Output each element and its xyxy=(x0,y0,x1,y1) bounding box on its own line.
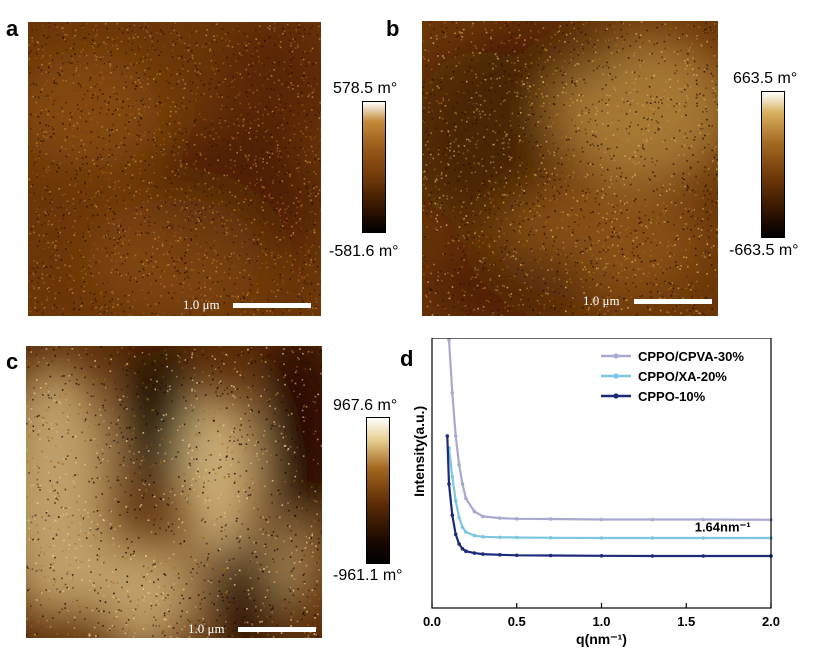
series-point-2-0 xyxy=(445,434,450,438)
series-point-0-6 xyxy=(472,509,477,514)
legend-label-1: CPPO/XA-20% xyxy=(638,369,727,384)
series-point-1-3 xyxy=(457,515,461,520)
colorbar-max-a: 578.5 m° xyxy=(333,80,398,97)
series-point-2-6 xyxy=(464,549,468,553)
series-point-1-8 xyxy=(498,535,502,540)
series-point-2-3 xyxy=(453,532,458,537)
series-point-0-2 xyxy=(453,434,458,438)
y-axis-label: Intensity(a.u.) xyxy=(411,406,427,497)
series-point-0-11 xyxy=(599,517,604,522)
panel-letter-c: c xyxy=(6,349,19,374)
series-point-2-2 xyxy=(450,513,455,517)
colorbar-max-b: 663.5 m° xyxy=(733,70,798,87)
series-point-1-9 xyxy=(515,535,519,540)
legend-marker-0 xyxy=(613,353,619,359)
series-point-1-12 xyxy=(650,536,655,540)
scalebar-c xyxy=(238,627,316,632)
afm-phase-image-c xyxy=(26,346,322,638)
colorbar-c xyxy=(366,417,390,564)
series-point-0-13 xyxy=(701,517,705,522)
series-point-0-4 xyxy=(460,482,465,486)
legend-marker-2 xyxy=(613,393,619,399)
saxs-chart: 0.0 0.5 1.0 1.5 2.0 q(nm⁻¹) Intensity(a.u.) … xyxy=(411,338,780,647)
series-point-0-7 xyxy=(481,514,485,519)
scalebar-label-a: 1.0 μm xyxy=(183,297,220,312)
colorbar-min-c: -961.1 m° xyxy=(333,567,403,584)
series-point-2-1 xyxy=(447,482,451,486)
peak-annotation: 1.64nm⁻¹ xyxy=(695,520,751,535)
afm-b-texture xyxy=(422,21,718,316)
series-point-0-8 xyxy=(498,516,502,520)
series-point-2-13 xyxy=(650,554,655,558)
x-tick-label-0: 0.0 xyxy=(423,614,441,629)
series-point-2-8 xyxy=(481,552,485,556)
series-point-0-0 xyxy=(447,338,451,342)
colorbar-a xyxy=(362,101,386,233)
series-line-0 xyxy=(447,339,772,521)
afm-a-texture xyxy=(28,22,321,316)
series-point-1-13 xyxy=(701,536,705,540)
legend-marker-1 xyxy=(613,373,619,379)
series-point-1-1 xyxy=(450,475,455,479)
afm-c-texture xyxy=(26,346,322,638)
x-tick-label-3: 1.5 xyxy=(677,614,695,629)
colorbar-min-a: -581.6 m° xyxy=(329,243,399,260)
scalebar-b xyxy=(634,299,712,304)
series-point-1-7 xyxy=(481,535,485,539)
series-point-0-3 xyxy=(457,463,461,467)
series-point-0-9 xyxy=(515,517,519,521)
series-point-2-5 xyxy=(460,547,465,551)
series-point-1-4 xyxy=(460,525,465,529)
scalebar-label-c: 1.0 μm xyxy=(188,621,225,636)
series-point-0-5 xyxy=(464,496,468,501)
x-tick-label-1: 0.5 xyxy=(508,614,526,629)
series-point-0-1 xyxy=(450,391,455,395)
series-point-2-9 xyxy=(498,553,502,557)
series-point-1-6 xyxy=(472,533,477,538)
series-line-2 xyxy=(446,435,771,558)
panel-letter-a: a xyxy=(6,16,19,41)
series-point-2-4 xyxy=(457,542,461,546)
series-point-2-10 xyxy=(515,553,519,558)
legend-label-2: CPPO-10% xyxy=(638,389,706,404)
series-point-1-10 xyxy=(548,536,553,540)
chart-legend: CPPO/CPVA-30% CPPO/XA-20% CPPO-10% xyxy=(601,349,744,404)
series-point-2-12 xyxy=(599,554,604,558)
colorbar-b xyxy=(761,91,785,238)
x-tick-label-2: 1.0 xyxy=(592,614,610,629)
legend-label-0: CPPO/CPVA-30% xyxy=(638,349,744,364)
afm-phase-image-a xyxy=(28,22,321,316)
series-point-2-7 xyxy=(472,551,477,555)
series-point-1-2 xyxy=(453,499,458,503)
scalebar-a xyxy=(233,303,311,308)
series-point-0-12 xyxy=(650,517,655,522)
panel-letter-b: b xyxy=(386,16,400,41)
scalebar-label-b: 1.0 μm xyxy=(583,293,620,308)
series-point-1-5 xyxy=(464,530,468,534)
colorbar-max-c: 967.6 m° xyxy=(333,397,398,414)
series-point-1-11 xyxy=(599,536,604,540)
chart-series-group xyxy=(445,338,773,558)
series-point-2-14 xyxy=(701,554,705,558)
x-tick-label-4: 2.0 xyxy=(762,614,780,629)
x-axis-ticks: 0.0 0.5 1.0 1.5 2.0 xyxy=(423,603,780,629)
panel-letter-d: d xyxy=(400,346,414,371)
afm-phase-image-b xyxy=(422,21,718,316)
series-point-0-10 xyxy=(548,517,553,521)
colorbar-min-b: -663.5 m° xyxy=(729,242,799,259)
x-axis-label: q(nm⁻¹) xyxy=(576,631,627,647)
series-point-2-11 xyxy=(548,553,553,558)
